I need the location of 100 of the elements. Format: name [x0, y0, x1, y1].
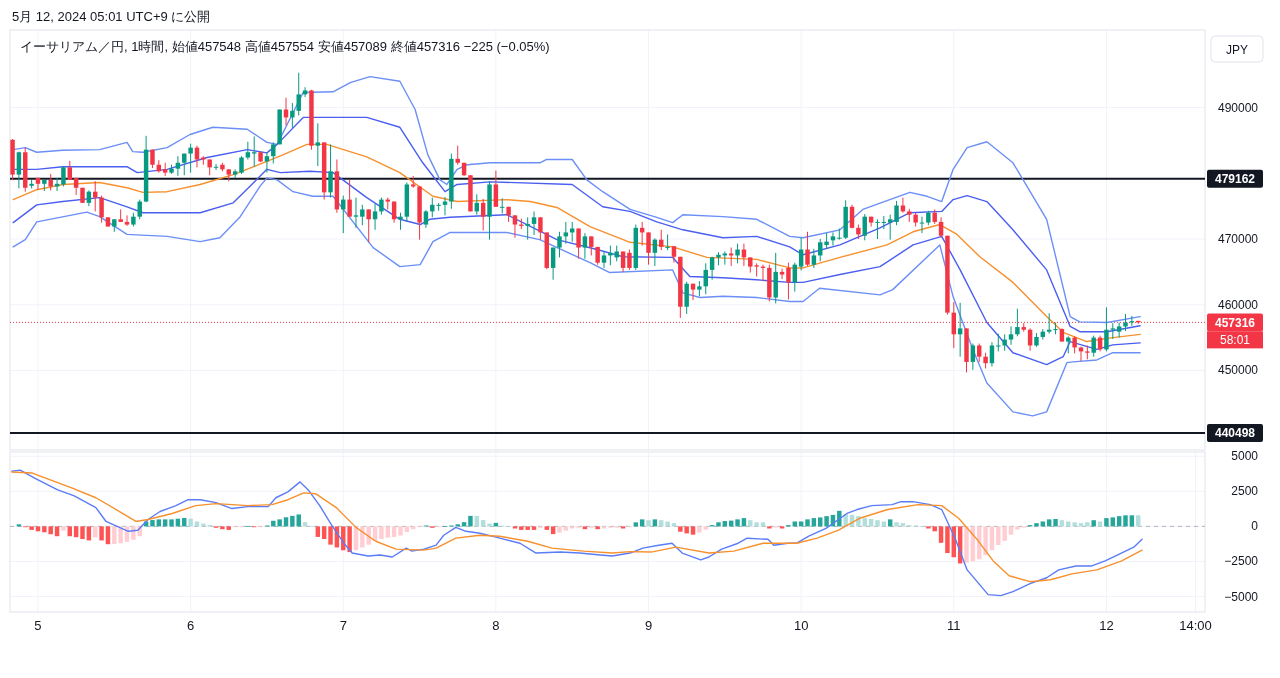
bar: [1066, 521, 1071, 527]
bar: [29, 526, 34, 530]
bar: [894, 522, 899, 527]
bar: [531, 526, 537, 530]
candlestick: [188, 143, 193, 174]
bar: [1046, 519, 1052, 527]
bar: [1015, 526, 1020, 530]
bar: [379, 526, 384, 540]
y-tick-label: 5000: [1231, 449, 1259, 464]
bar: [162, 519, 168, 527]
bar: [818, 517, 823, 527]
candlestick: [735, 243, 740, 264]
bar: [805, 519, 810, 527]
bar: [1040, 521, 1046, 527]
candlestick: [557, 231, 562, 258]
line-series: [12, 177, 1141, 417]
candlestick: [353, 197, 359, 229]
candlestick: [525, 216, 530, 241]
candlestick: [538, 216, 543, 241]
candlestick: [970, 343, 976, 371]
y-tick-label: 490000: [1217, 100, 1259, 115]
bar: [824, 516, 829, 527]
ref-line-label: 440498: [1214, 426, 1256, 441]
candlestick: [500, 197, 505, 214]
candlestick: [875, 218, 880, 240]
text: 5月 12, 2024 05:01 UTC+9 に公開: [12, 9, 211, 24]
bar: [983, 526, 988, 556]
candlestick: [347, 179, 352, 218]
candlestick: [366, 208, 371, 243]
bar: [468, 515, 473, 527]
candlestick: [601, 251, 607, 269]
bar: [798, 521, 804, 527]
bar: [226, 526, 231, 530]
y-tick-label: −5000: [1224, 589, 1259, 604]
text: 58:01: [1219, 332, 1251, 347]
candlestick: [1053, 321, 1058, 335]
bar: [321, 526, 327, 540]
bar: [73, 526, 79, 538]
candlestick: [576, 228, 581, 260]
bar: [385, 526, 390, 538]
candlestick: [271, 141, 276, 164]
y-tick-label: 0: [1251, 519, 1259, 534]
bar: [290, 515, 295, 527]
candlestick: [646, 231, 651, 266]
candlestick: [582, 232, 588, 260]
candlestick: [989, 341, 995, 368]
bar: [1072, 522, 1077, 527]
bar: [347, 526, 352, 553]
candlestick: [290, 102, 295, 129]
bar: [875, 520, 880, 527]
y-tick-label: 470000: [1217, 232, 1259, 247]
bar: [1136, 515, 1141, 527]
candlestick: [690, 283, 696, 301]
y-tick-label: −2500: [1224, 554, 1259, 569]
bar: [595, 526, 600, 530]
candlestick: [245, 141, 251, 160]
bar: [563, 526, 569, 531]
bar: [86, 526, 92, 541]
candlestick: [1104, 306, 1109, 352]
x-tick-label: 10: [793, 618, 809, 633]
candlestick: [900, 197, 906, 214]
bar: [404, 526, 410, 532]
candlestick: [837, 228, 842, 241]
bar: [582, 526, 588, 530]
candlestick: [493, 170, 499, 208]
bar: [1104, 518, 1109, 527]
y-tick-label: 460000: [1217, 297, 1259, 312]
candlestick: [92, 180, 98, 212]
ref-line-label: 457316: [1214, 315, 1256, 330]
candlestick: [296, 72, 301, 116]
y-tick-label: 450000: [1217, 363, 1259, 378]
candlestick: [67, 160, 73, 181]
bar: [67, 526, 73, 537]
bar: [92, 526, 98, 538]
bar: [1129, 515, 1135, 527]
bar: [80, 526, 85, 540]
bar: [99, 526, 104, 541]
candlestick: [627, 249, 632, 271]
x-tick-label: 6: [187, 618, 195, 633]
bar: [1110, 517, 1116, 527]
bar: [887, 519, 893, 527]
bar: [328, 526, 333, 545]
line-series: [12, 168, 1141, 366]
bar: [938, 526, 944, 543]
candlestick: [957, 302, 963, 358]
bar: [767, 526, 772, 529]
line-series: [12, 75, 1141, 324]
ref-line-label: 479162: [1214, 172, 1256, 187]
bar: [131, 526, 136, 540]
line-series: [12, 143, 1141, 343]
candlestick: [124, 214, 130, 227]
candlestick: [919, 216, 925, 234]
x-tick-label: 7: [339, 618, 347, 633]
candlestick: [251, 135, 257, 168]
x-tick-label: 8: [492, 618, 500, 633]
bar: [61, 526, 66, 531]
candlestick: [531, 210, 537, 236]
bar: [703, 526, 708, 530]
bar: [697, 526, 702, 533]
x-tick-label: 9: [644, 618, 653, 633]
